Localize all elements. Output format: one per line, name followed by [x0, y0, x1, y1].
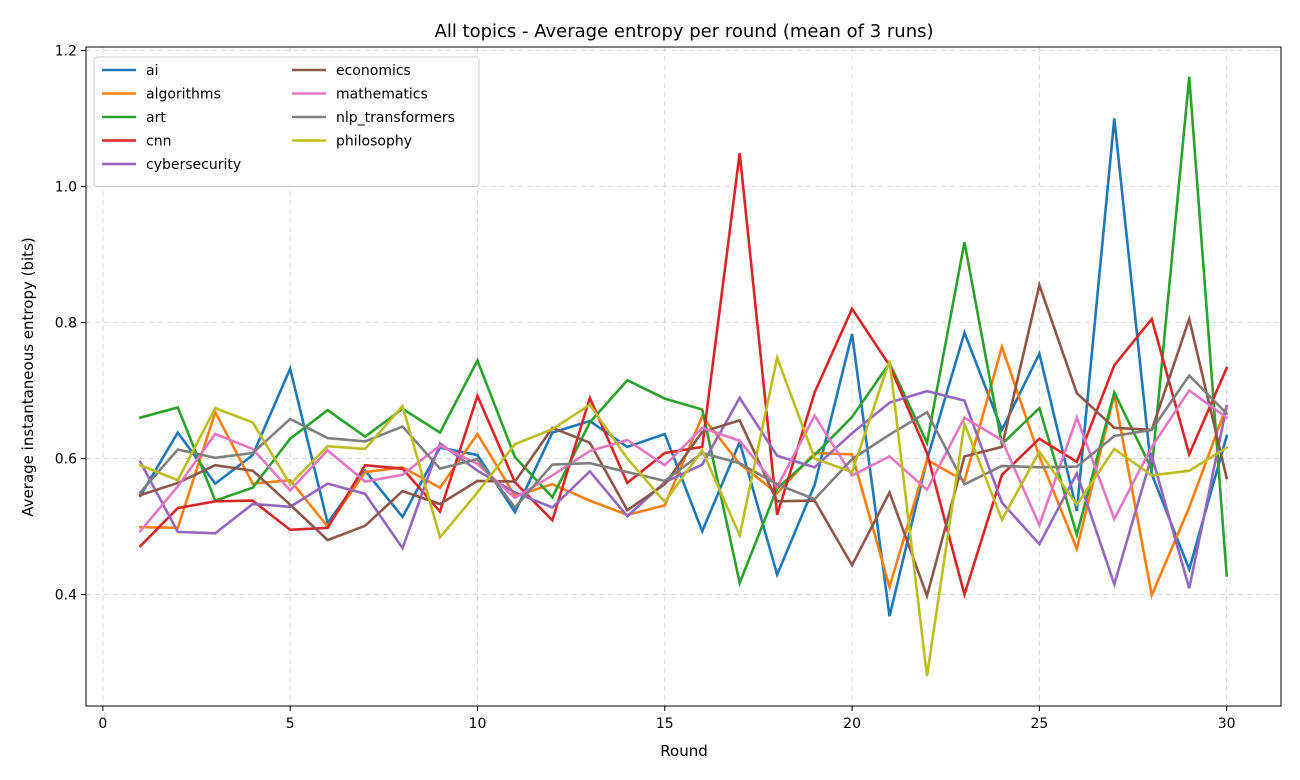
legend-label: nlp_transformers: [336, 110, 455, 126]
y-tick-label: 0.6: [55, 451, 77, 467]
chart-title: All topics - Average entropy per round (…: [435, 21, 934, 42]
legend: ai algorithms art cnn cybersecurity economics…: [93, 56, 480, 187]
legend-item: nlp_transformers: [292, 110, 455, 126]
legend-label: cybersecurity: [146, 157, 241, 173]
x-tick-label: 10: [469, 716, 487, 732]
legend-item: cnn: [102, 134, 171, 150]
legend-box: [93, 56, 480, 187]
x-tick-label: 20: [843, 716, 861, 732]
x-tick-label: 5: [286, 716, 295, 732]
legend-label: art: [146, 110, 166, 126]
legend-item: cybersecurity: [102, 157, 241, 173]
series-line-cybersecurity: [138, 389, 1229, 589]
series-line-algorithms: [138, 342, 1229, 600]
plot-area-frame: [85, 46, 1282, 707]
y-axis: 0.4 0.6 0.8 1.0 1.2: [55, 43, 86, 603]
legend-label: ai: [146, 63, 158, 79]
series-line-cnn: [138, 152, 1229, 600]
y-tick-label: 1.2: [55, 43, 77, 59]
legend-label: mathematics: [336, 87, 428, 103]
legend-item: algorithms: [102, 87, 221, 103]
series-line-mathematics: [138, 388, 1229, 534]
grid-lines: [86, 47, 1281, 706]
legend-label: economics: [336, 63, 411, 79]
y-axis-label: Average instantaneous entropy (bits): [19, 237, 37, 516]
x-tick-label: 25: [1030, 716, 1048, 732]
series-line-philosophy: [138, 353, 1229, 677]
x-tick-label: 0: [98, 716, 107, 732]
x-axis: 0 5 10 15 20 25 30: [98, 706, 1236, 732]
y-tick-label: 0.4: [55, 587, 77, 603]
series-line-ai: [138, 118, 1229, 617]
legend-item: economics: [292, 63, 411, 79]
y-tick-label: 0.8: [55, 315, 77, 331]
x-axis-label: Round: [660, 742, 707, 760]
legend-item: art: [102, 110, 166, 126]
legend-label: cnn: [146, 134, 171, 150]
legend-label: philosophy: [336, 134, 412, 150]
legend-label: algorithms: [146, 87, 221, 103]
x-tick-label: 30: [1218, 716, 1236, 732]
series-line-nlp-transformers: [138, 373, 1229, 510]
series-lines: [138, 76, 1229, 677]
legend-item: philosophy: [292, 134, 412, 150]
legend-item: ai: [102, 63, 158, 79]
y-tick-label: 1.0: [55, 179, 77, 195]
series-line-art: [138, 76, 1229, 588]
x-tick-label: 15: [656, 716, 674, 732]
series-line-economics: [138, 280, 1229, 601]
legend-item: mathematics: [292, 87, 428, 103]
